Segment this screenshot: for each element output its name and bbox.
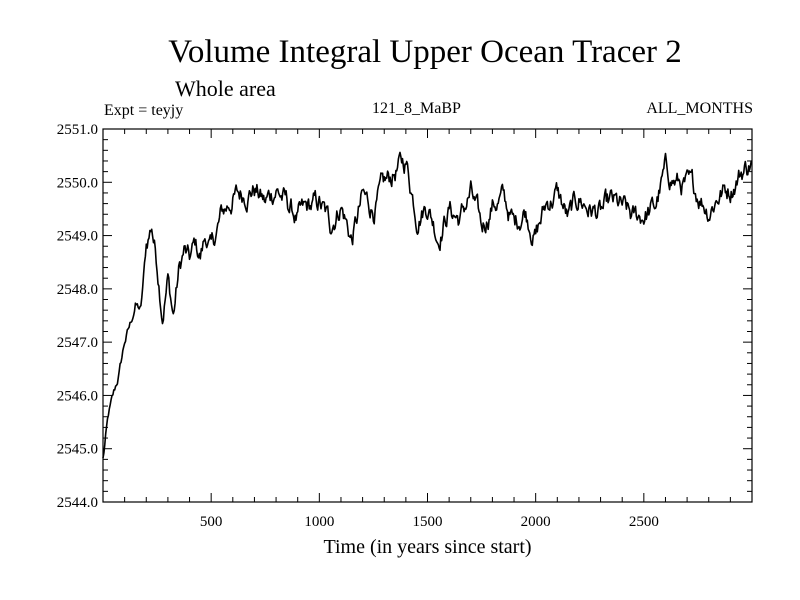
months-annotation: ALL_MONTHS [646,100,753,117]
y-tick-label: 2550.0 [57,175,98,191]
chart-subtitle: Whole area [175,76,276,101]
y-tick-label: 2546.0 [57,388,98,404]
y-tick-labels: 2544.0 2545.0 2546.0 2547.0 2548.0 2549.0 2550… [57,122,98,511]
x-tick-label: 2000 [521,514,551,530]
axis-ticks [103,128,752,503]
series-line [102,151,753,459]
y-tick-label: 2549.0 [57,229,98,245]
x-tick-label: 500 [200,514,223,530]
run-annotation: 121_8_MaBP [372,100,461,117]
x-axis-label: Time (in years since start) [323,536,531,558]
x-tick-labels: 500 1000 1500 2000 2500 [200,514,659,530]
y-tick-label: 2548.0 [57,282,98,298]
plot-frame [102,128,753,503]
chart-title: Volume Integral Upper Ocean Tracer 2 [168,34,682,70]
y-tick-label: 2547.0 [57,335,98,351]
series-group [102,151,753,459]
x-tick-label: 2500 [629,514,659,530]
y-tick-label: 2545.0 [57,442,98,458]
experiment-annotation: Expt = teyjy [104,102,184,119]
x-tick-label: 1000 [304,514,334,530]
y-tick-label: 2544.0 [57,495,98,511]
y-tick-label: 2551.0 [57,122,98,138]
x-tick-label: 1500 [413,514,443,530]
